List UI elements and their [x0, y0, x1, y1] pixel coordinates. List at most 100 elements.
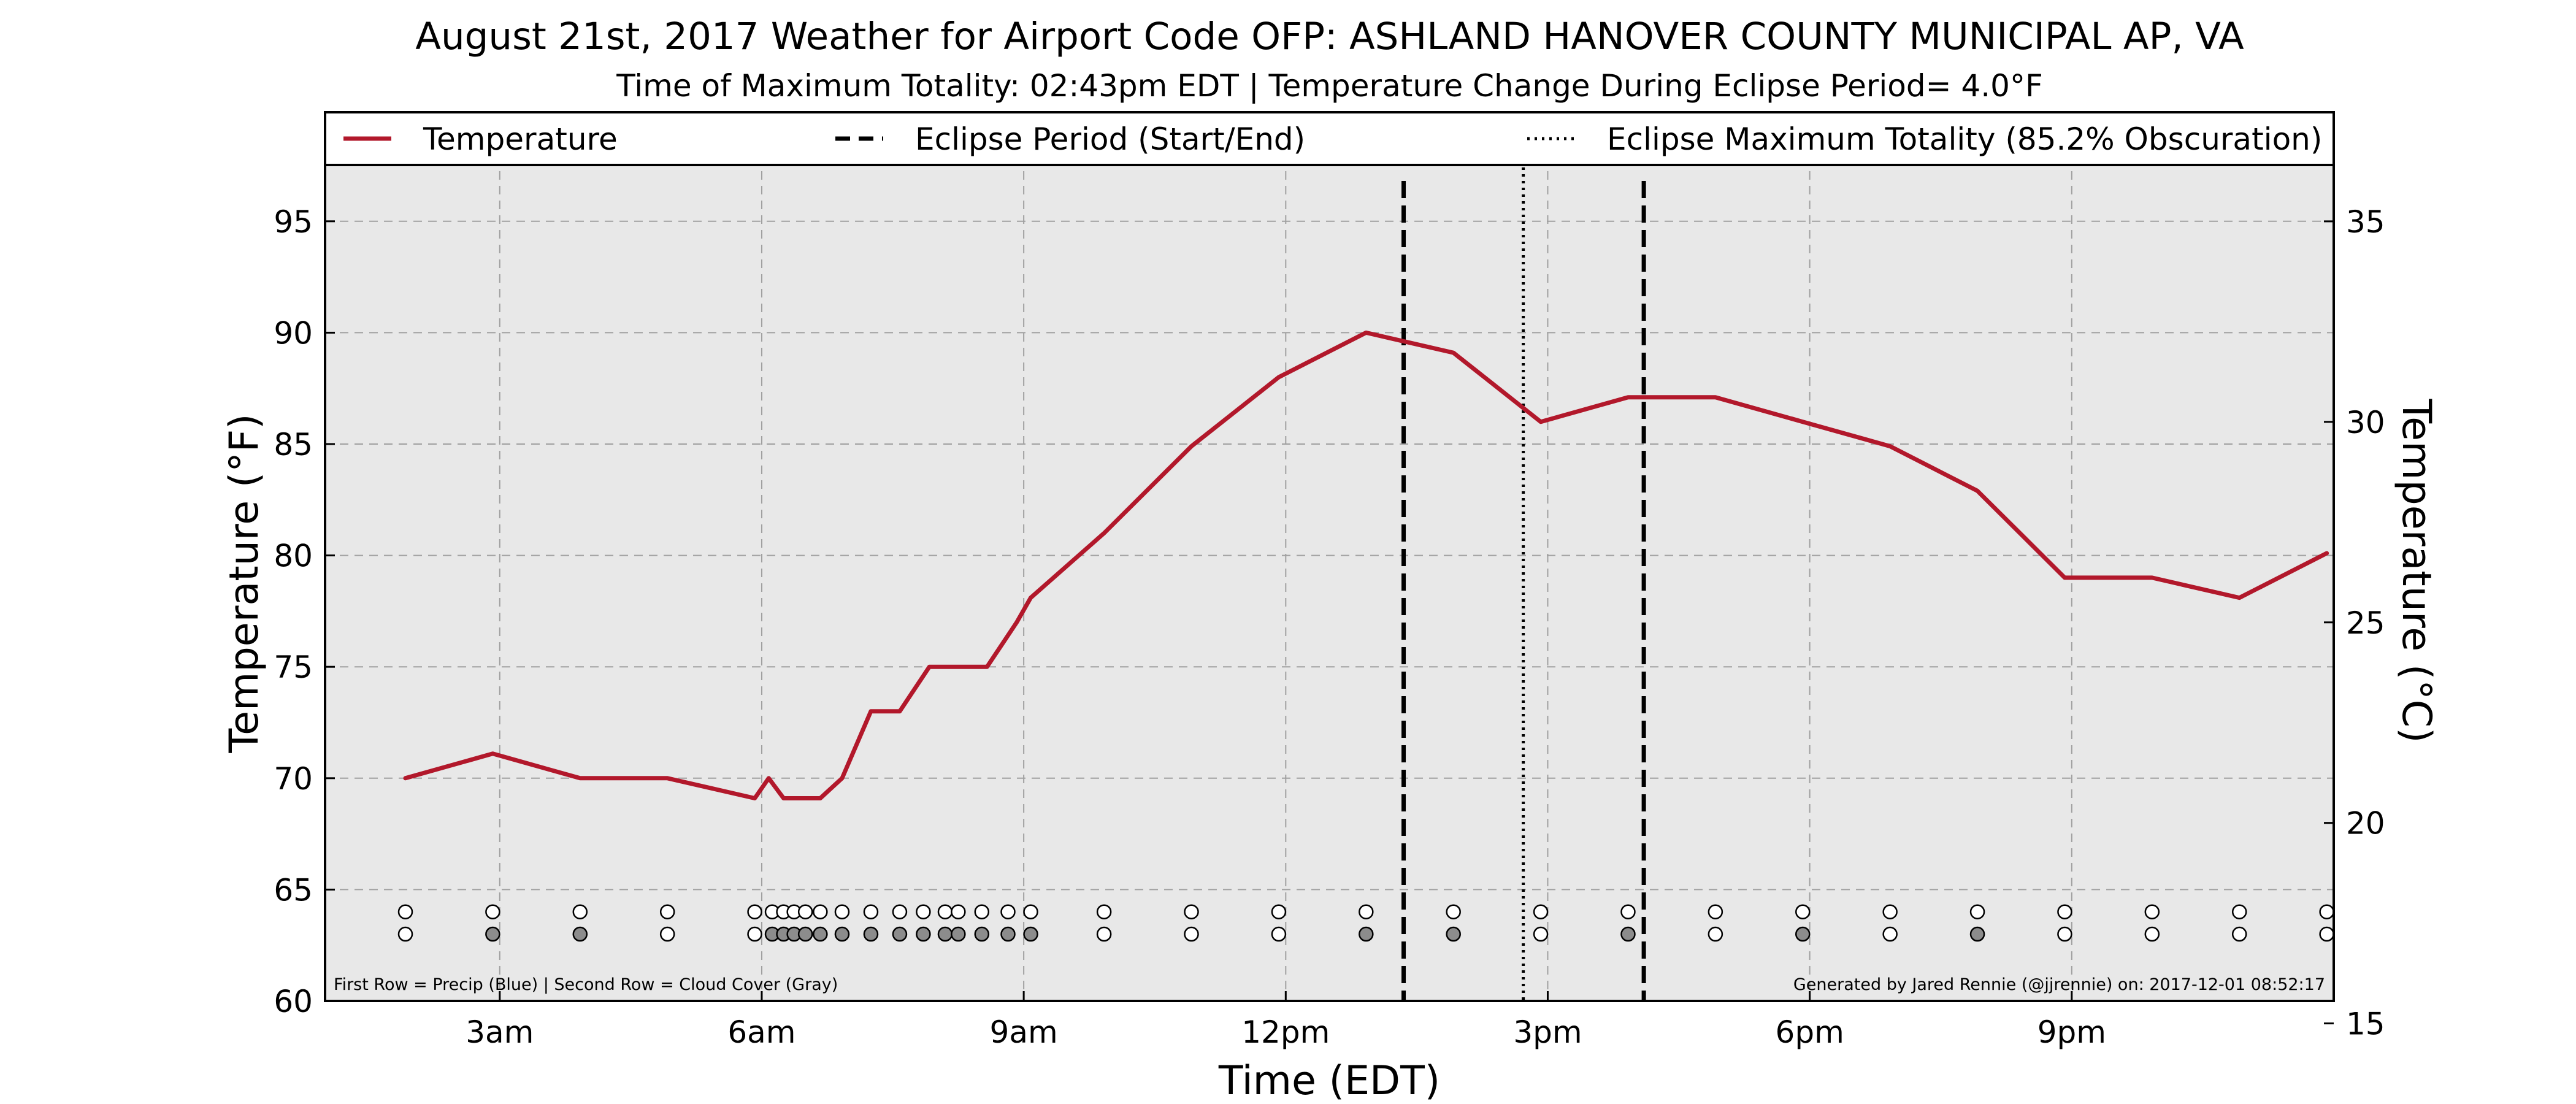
y-right-tick-label: 30 — [2346, 405, 2385, 440]
cloud-cover-marker — [1795, 926, 1811, 942]
legend-label: Temperature — [423, 121, 618, 157]
temperature-series — [403, 330, 2329, 800]
precip-marker — [916, 904, 931, 919]
cloud-cover-marker — [892, 926, 908, 942]
precip-marker — [892, 904, 908, 919]
y-right-tick-label: 35 — [2346, 204, 2385, 240]
precip-marker — [1620, 904, 1636, 919]
precip-marker — [397, 904, 413, 919]
cloud-cover-marker — [1446, 926, 1461, 942]
cloud-cover-marker — [1359, 926, 1374, 942]
cloud-cover-marker — [834, 926, 850, 942]
y-tick-label: 60 — [274, 984, 313, 1019]
precip-marker — [2231, 904, 2247, 919]
precip-marker — [834, 904, 850, 919]
cloud-cover-marker — [937, 926, 953, 942]
cloud-cover-marker — [1533, 926, 1549, 942]
y-right-tick-label: 25 — [2346, 605, 2385, 641]
x-tick-label: 3am — [466, 1014, 534, 1050]
precip-marker — [1000, 904, 1016, 919]
x-tick-label: 9am — [990, 1014, 1058, 1050]
precip-marker — [747, 904, 762, 919]
y-axis-label-left: Temperature (°F) — [221, 413, 267, 753]
cloud-cover-marker — [974, 926, 990, 942]
x-tick-label: 9pm — [2037, 1014, 2106, 1050]
cloud-cover-marker — [2057, 926, 2072, 942]
precip-marker — [813, 904, 828, 919]
precip-marker — [659, 904, 675, 919]
cloud-cover-marker — [2231, 926, 2247, 942]
precip-marker — [1533, 904, 1549, 919]
chart-subtitle: Time of Maximum Totality: 02:43pm EDT | … — [616, 68, 2042, 104]
precip-marker — [1184, 904, 1199, 919]
x-tick-label: 12pm — [1241, 1014, 1330, 1050]
cloud-cover-marker — [747, 926, 762, 942]
cloud-cover-marker — [916, 926, 931, 942]
precip-marker — [863, 904, 879, 919]
y-axis-label-right: Temperature (°C) — [2393, 398, 2439, 743]
plot-background — [325, 112, 2334, 1001]
grid-lines — [325, 112, 2334, 1001]
precip-marker — [1023, 904, 1038, 919]
chart-title: August 21st, 2017 Weather for Airport Co… — [415, 15, 2244, 58]
precip-marker — [797, 904, 813, 919]
y-tick-label: 85 — [274, 427, 313, 462]
precip-marker — [2144, 904, 2160, 919]
precip-marker — [1882, 904, 1898, 919]
x-tick-label: 3pm — [1513, 1014, 1582, 1050]
eclipse-lines — [1401, 167, 1646, 1001]
y-tick-label: 90 — [274, 315, 313, 351]
x-tick-label: 6am — [727, 1014, 795, 1050]
precip-marker — [2057, 904, 2072, 919]
cloud-cover-marker — [1882, 926, 1898, 942]
precip-marker — [974, 904, 990, 919]
precip-marker — [1271, 904, 1287, 919]
cloud-cover-marker — [1096, 926, 1112, 942]
precip-marker — [1359, 904, 1374, 919]
cloud-cover-marker — [797, 926, 813, 942]
legend-label: Eclipse Maximum Totality (85.2% Obscurat… — [1607, 121, 2322, 157]
y-right-tick-label: 20 — [2346, 806, 2385, 841]
cloud-cover-marker — [1023, 926, 1038, 942]
y-tick-label: 70 — [274, 761, 313, 797]
precip-marker — [1795, 904, 1811, 919]
cloud-cover-marker — [1969, 926, 1985, 942]
cloud-cover-marker — [1620, 926, 1636, 942]
cloud-cover-marker — [863, 926, 879, 942]
cloud-cover-marker — [659, 926, 675, 942]
cloud-cover-marker — [813, 926, 828, 942]
observation-rows — [397, 904, 2334, 942]
precip-marker — [1446, 904, 1461, 919]
x-axis-label: Time (EDT) — [1218, 1058, 1440, 1104]
cloud-cover-marker — [485, 926, 500, 942]
precip-marker — [937, 904, 953, 919]
cloud-cover-marker — [1708, 926, 1723, 942]
precip-marker — [485, 904, 500, 919]
cloud-cover-marker — [1000, 926, 1016, 942]
temperature-line — [403, 330, 2329, 800]
x-tick-label: 6pm — [1776, 1014, 1844, 1050]
precip-marker — [1708, 904, 1723, 919]
y-tick-label: 75 — [274, 650, 313, 685]
cloud-cover-marker — [2319, 926, 2334, 942]
footnote-left: First Row = Precip (Blue) | Second Row =… — [334, 975, 838, 994]
y-right-tick-label: 15 — [2346, 1006, 2385, 1042]
footnote-right: Generated by Jared Rennie (@jjrennie) on… — [1793, 975, 2325, 994]
cloud-cover-marker — [951, 926, 966, 942]
cloud-cover-marker — [572, 926, 588, 942]
cloud-cover-marker — [1184, 926, 1199, 942]
cloud-cover-marker — [1271, 926, 1287, 942]
legend: Temperature Eclipse Period (Start/End) Ecl… — [324, 111, 2335, 166]
precip-marker — [951, 904, 966, 919]
y-tick-label: 95 — [274, 204, 313, 240]
precip-marker — [1969, 904, 1985, 919]
precip-marker — [2319, 904, 2334, 919]
precip-marker — [1096, 904, 1112, 919]
legend-label: Eclipse Period (Start/End) — [915, 121, 1305, 157]
precip-marker — [572, 904, 588, 919]
cloud-cover-marker — [2144, 926, 2160, 942]
y-tick-label: 65 — [274, 872, 313, 908]
axis-ticks: 3am 6am 9am 12pm 3pm 6pm 9pm 60 65 70 75 80 85 90 95 15… — [274, 112, 2385, 1050]
